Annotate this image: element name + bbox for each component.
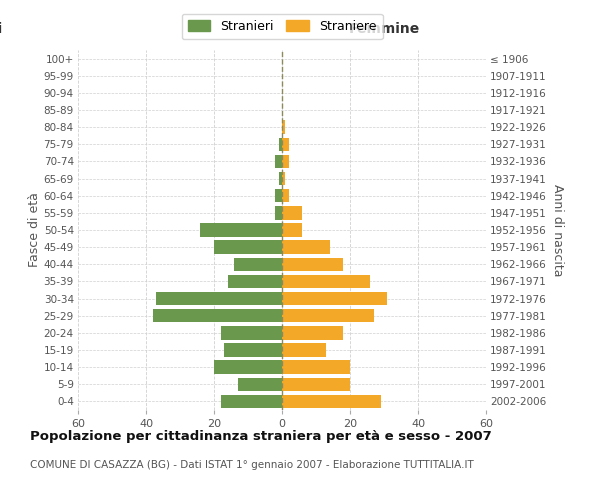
Bar	[221, 326, 282, 340]
Legend: Stranieri, Straniere: Stranieri, Straniere	[182, 14, 383, 40]
Bar	[282, 154, 289, 168]
Bar	[153, 309, 282, 322]
Bar	[282, 274, 370, 288]
Bar	[282, 378, 350, 391]
Bar	[200, 224, 282, 236]
Bar	[227, 274, 282, 288]
Bar	[282, 206, 302, 220]
Bar	[214, 360, 282, 374]
Bar	[282, 189, 289, 202]
Y-axis label: Anni di nascita: Anni di nascita	[551, 184, 563, 276]
Bar	[275, 154, 282, 168]
Y-axis label: Fasce di età: Fasce di età	[28, 192, 41, 268]
Bar	[282, 394, 380, 408]
Bar	[275, 206, 282, 220]
Bar	[282, 224, 302, 236]
Bar	[282, 240, 329, 254]
Text: Maschi: Maschi	[0, 22, 3, 36]
Bar	[235, 258, 282, 271]
Bar	[224, 344, 282, 356]
Bar	[282, 344, 326, 356]
Bar	[238, 378, 282, 391]
Bar	[278, 138, 282, 151]
Bar	[282, 138, 289, 151]
Text: Popolazione per cittadinanza straniera per età e sesso - 2007: Popolazione per cittadinanza straniera p…	[30, 430, 492, 443]
Bar	[282, 120, 286, 134]
Bar	[275, 189, 282, 202]
Bar	[282, 292, 388, 306]
Bar	[156, 292, 282, 306]
Bar	[282, 326, 343, 340]
Text: COMUNE DI CASAZZA (BG) - Dati ISTAT 1° gennaio 2007 - Elaborazione TUTTITALIA.IT: COMUNE DI CASAZZA (BG) - Dati ISTAT 1° g…	[30, 460, 474, 470]
Bar	[282, 172, 286, 186]
Bar	[221, 394, 282, 408]
Bar	[282, 309, 374, 322]
Bar	[282, 360, 350, 374]
Bar	[282, 258, 343, 271]
Bar	[278, 172, 282, 186]
Bar	[214, 240, 282, 254]
Text: Femmine: Femmine	[349, 22, 419, 36]
